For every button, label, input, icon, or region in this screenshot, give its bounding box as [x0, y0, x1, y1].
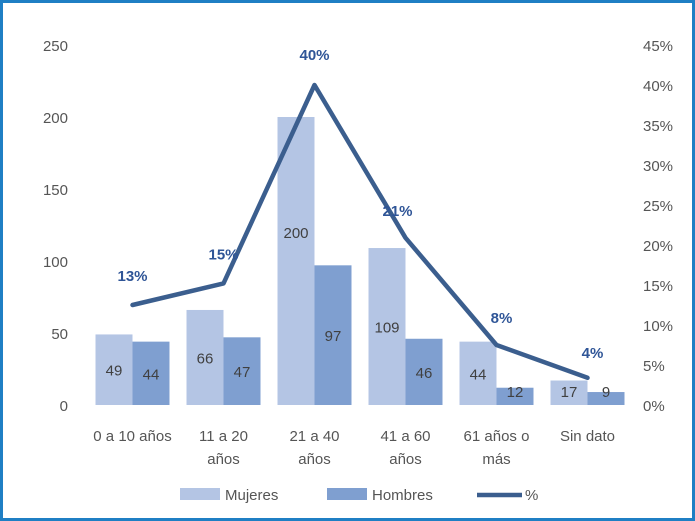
bar-mujeres: [277, 117, 315, 405]
legend-swatch-mujeres: [180, 488, 220, 500]
x-tick-label: años: [389, 451, 422, 468]
y-left-tick-label: 250: [43, 38, 68, 55]
y-right-tick-label: 30%: [643, 158, 673, 175]
bar-hombres: [587, 392, 625, 405]
y-right-tick-label: 25%: [643, 198, 673, 215]
x-tick-label: 11 a 20: [199, 428, 248, 445]
line-data-label: 8%: [491, 310, 513, 327]
x-tick-label: 21 a 40: [289, 428, 339, 445]
x-tick-label: más: [482, 451, 510, 468]
bar-hombres: [314, 265, 352, 405]
line-data-label: 4%: [582, 345, 604, 362]
bar-mujeres: [186, 309, 224, 405]
legend-label-hombres: Hombres: [372, 487, 433, 504]
bar-value-label-hombres: 46: [416, 365, 433, 382]
x-tick-label: Sin dato: [560, 428, 615, 445]
y-right-tick-label: 35%: [643, 118, 673, 135]
x-tick-label: 41 a 60: [380, 428, 430, 445]
bar-value-label-mujeres: 66: [197, 350, 214, 367]
x-tick-label: años: [207, 451, 240, 468]
bar-value-label-hombres: 47: [234, 364, 251, 381]
line-data-label: 21%: [382, 203, 412, 220]
line-data-label: 13%: [117, 268, 147, 285]
x-tick-label: 0 a 10 años: [93, 428, 171, 445]
bar-value-label-hombres: 97: [325, 328, 342, 345]
legend-label-percent: %: [525, 487, 538, 504]
bar-value-label-mujeres: 44: [470, 366, 487, 383]
y-right-tick-label: 40%: [643, 78, 673, 95]
line-data-label: 15%: [208, 246, 238, 263]
line-series-percent: [130, 82, 590, 381]
y-left-tick-label: 200: [43, 110, 68, 127]
bar-value-label-mujeres: 109: [374, 320, 399, 337]
y-right-tick-label: 45%: [643, 38, 673, 55]
bar-value-label-hombres: 9: [602, 384, 610, 401]
y-right-tick-label: 20%: [643, 238, 673, 255]
bar-hombres: [223, 337, 261, 405]
bar-mujeres: [550, 380, 588, 405]
y-right-tick-label: 15%: [643, 278, 673, 295]
bar-value-label-mujeres: 17: [561, 384, 578, 401]
bar-value-label-hombres: 12: [507, 384, 524, 401]
y-right-tick-label: 5%: [643, 358, 665, 375]
line-data-label: 40%: [299, 47, 329, 64]
bar-mujeres: [368, 248, 406, 405]
y-left-tick-label: 50: [51, 326, 68, 343]
y-right-tick-label: 10%: [643, 318, 673, 335]
legend-label-mujeres: Mujeres: [225, 487, 278, 504]
x-tick-label: 61 años o: [464, 428, 530, 445]
bar-value-label-hombres: 44: [143, 366, 160, 383]
y-left-tick-label: 100: [43, 254, 68, 271]
bar-hombres: [405, 338, 443, 405]
bar-mujeres: [459, 341, 497, 405]
y-left-tick-label: 150: [43, 182, 68, 199]
bar-value-label-mujeres: 49: [106, 363, 123, 380]
legend-swatch-hombres: [327, 488, 367, 500]
bar-value-label-mujeres: 200: [283, 225, 308, 242]
x-tick-label: años: [298, 451, 331, 468]
bar-hombres: [132, 341, 170, 405]
bar-hombres: [496, 387, 534, 405]
y-left-tick-label: 0: [60, 398, 68, 415]
y-right-tick-label: 0%: [643, 398, 665, 415]
bar-mujeres: [95, 334, 133, 405]
